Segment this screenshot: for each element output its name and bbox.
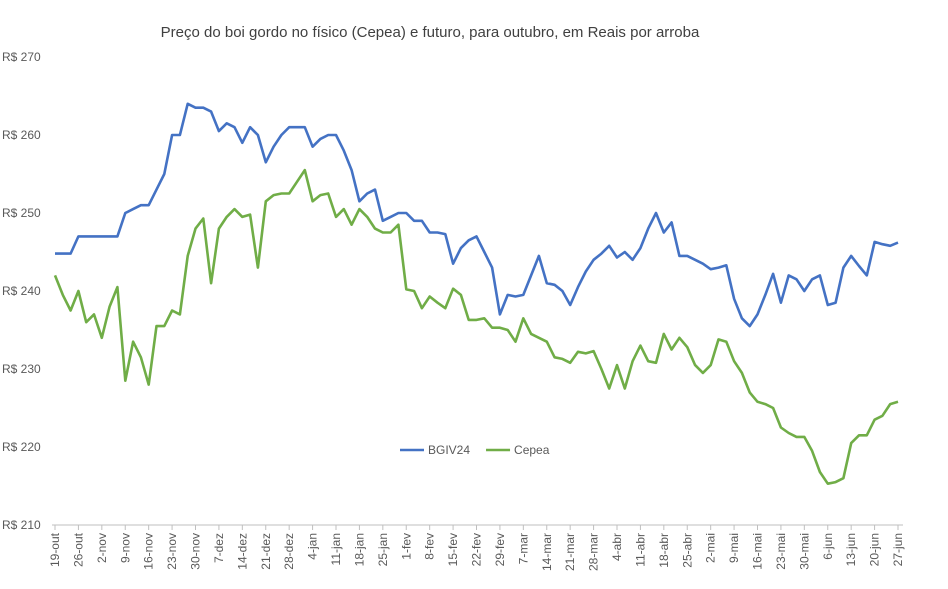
x-tick-label: 2-nov bbox=[95, 533, 109, 563]
x-tick-label: 19-out bbox=[48, 532, 62, 567]
x-tick-label: 14-mar bbox=[540, 533, 554, 571]
x-tick-label: 13-jun bbox=[844, 533, 858, 566]
y-tick-label: R$ 240 bbox=[2, 284, 41, 298]
x-tick-label: 20-jun bbox=[868, 533, 882, 566]
x-tick-label: 30-mai bbox=[797, 533, 811, 570]
x-tick-label: 25-abr bbox=[680, 533, 694, 568]
x-tick-label: 26-out bbox=[71, 532, 85, 567]
chart-title: Preço do boi gordo no físico (Cepea) e f… bbox=[161, 24, 700, 41]
x-tick-label: 6-jun bbox=[821, 533, 835, 560]
x-tick-label: 15-fev bbox=[446, 533, 460, 566]
y-tick-label: R$ 270 bbox=[2, 50, 41, 64]
x-tick-label: 27-jun bbox=[891, 533, 905, 566]
x-tick-label: 1-fev bbox=[399, 533, 413, 560]
series-line bbox=[55, 102, 899, 328]
x-tick-label: 30-nov bbox=[189, 533, 203, 570]
x-tick-label: 28-dez bbox=[282, 533, 296, 570]
x-tick-label: 21-mar bbox=[563, 533, 577, 571]
x-tick-label: 11-abr bbox=[633, 533, 647, 567]
x-tick-label: 16-mai bbox=[751, 533, 765, 570]
x-tick-label: 9-mai bbox=[727, 533, 741, 563]
x-tick-label: 28-mar bbox=[587, 533, 601, 571]
y-tick-label: R$ 230 bbox=[2, 362, 41, 376]
x-tick-label: 16-nov bbox=[142, 533, 156, 570]
x-tick-label: 18-jan bbox=[352, 533, 366, 566]
x-tick-label: 23-nov bbox=[165, 533, 179, 570]
x-tick-label: 21-dez bbox=[259, 533, 273, 570]
x-tick-label: 7-dez bbox=[212, 533, 226, 563]
y-tick-label: R$ 260 bbox=[2, 128, 41, 142]
series-line bbox=[53, 168, 899, 485]
y-tick-label: R$ 250 bbox=[2, 206, 41, 220]
y-tick-label: R$ 210 bbox=[2, 518, 41, 532]
legend-label: Cepea bbox=[514, 443, 550, 457]
x-tick-label: 2-mai bbox=[704, 533, 718, 563]
y-tick-label: R$ 220 bbox=[2, 440, 41, 454]
x-tick-label: 22-fev bbox=[470, 533, 484, 566]
x-tick-label: 8-fev bbox=[423, 533, 437, 560]
x-tick-label: 25-jan bbox=[376, 533, 390, 566]
x-tick-label: 4-jan bbox=[306, 533, 320, 560]
x-tick-label: 29-fev bbox=[493, 533, 507, 566]
x-tick-label: 11-jan bbox=[329, 533, 343, 565]
x-tick-label: 9-nov bbox=[118, 533, 132, 563]
x-tick-label: 23-mai bbox=[774, 533, 788, 570]
legend-label: BGIV24 bbox=[428, 443, 470, 457]
x-tick-label: 4-abr bbox=[610, 533, 624, 561]
x-tick-label: 18-abr bbox=[657, 533, 671, 568]
x-tick-label: 7-mar bbox=[516, 533, 530, 564]
x-tick-label: 14-dez bbox=[235, 533, 249, 570]
